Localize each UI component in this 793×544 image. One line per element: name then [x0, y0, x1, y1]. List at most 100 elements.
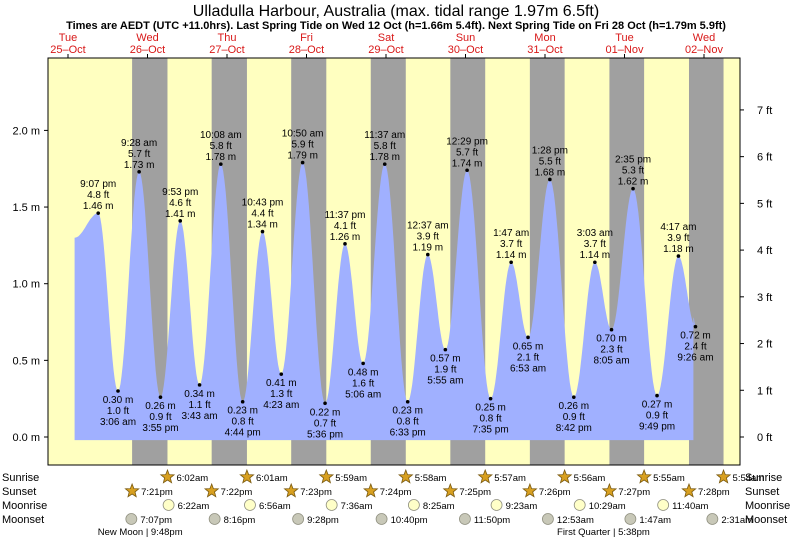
tide-point — [676, 254, 681, 258]
tide-point — [382, 162, 387, 166]
tide-ft-label: 4.6 ft — [169, 198, 191, 209]
tide-ft-label: 0.7 ft — [314, 418, 336, 429]
tide-m-label: 0.23 m — [227, 406, 258, 417]
tide-m-label: 0.26 m — [559, 401, 590, 412]
tide-time-label: 12:37 am — [407, 221, 449, 232]
tide-time-label: 2:35 pm — [615, 155, 651, 166]
event-time-label: 7:22pm — [221, 487, 253, 498]
tide-m-label: 0.48 m — [348, 367, 379, 378]
tide-time-label: 11:37 pm — [325, 210, 366, 221]
row-label-left: Sunset — [2, 486, 36, 498]
event-time-label: 6:56am — [259, 501, 291, 512]
event-time-label: 7:36am — [341, 501, 373, 512]
tide-time-label: 10:08 am — [200, 130, 242, 141]
tide-point — [465, 168, 469, 173]
tide-curve — [74, 162, 696, 441]
day-name-label: Wed — [693, 32, 715, 44]
sun-star-icon — [556, 468, 573, 484]
tide-time-label: 4:23 am — [263, 400, 299, 411]
sun-star-icon — [239, 468, 255, 484]
moon-phase-label: New Moon | 9:48pm — [98, 527, 183, 538]
sun-star-icon — [636, 468, 652, 484]
tide-time-label: 1:28 pm — [532, 145, 568, 156]
tide-time-label: 11:37 am — [364, 130, 405, 141]
event-time-label: 5:57am — [494, 473, 526, 484]
sun-star-icon — [715, 468, 732, 484]
tide-ft-label: 5.7 ft — [456, 147, 478, 158]
tide-m-label: 0.72 m — [680, 331, 711, 342]
moonrise-icon — [407, 499, 420, 511]
tide-m-label: 1.68 m — [535, 167, 566, 178]
day-name-label: Fri — [300, 32, 313, 44]
moonrise-icon — [657, 499, 670, 511]
tide-m-label: 1.26 m — [330, 232, 361, 243]
event-time-label: 7:27pm — [618, 487, 650, 498]
event-time-label: 6:22am — [178, 501, 210, 512]
tide-point — [219, 162, 223, 166]
tide-ft-label: 1.3 ft — [270, 389, 292, 400]
sun-moon-rows: Sunrise Sunrise 6:02am 6:01am 5:59am 5:58am 5:… — [2, 468, 790, 538]
tide-m-label: 1.78 m — [206, 152, 237, 163]
moon-phase-label: First Quarter | 5:38pm — [557, 527, 650, 538]
tide-m-label: 1.73 m — [124, 160, 155, 171]
tide-point — [96, 211, 101, 215]
night-band — [688, 58, 724, 465]
day-date-label: 27–Oct — [209, 44, 244, 56]
tide-m-label: 1.62 m — [618, 177, 649, 188]
tide-point — [361, 361, 365, 366]
tide-m-label: 0.26 m — [145, 401, 176, 412]
moonset-icon — [459, 513, 471, 525]
event-time-label: 1:47am — [639, 515, 671, 526]
tide-ft-label: 4.8 ft — [87, 190, 109, 201]
chart-title: Ulladulla Harbour, Australia (max. tidal… — [193, 3, 599, 20]
sun-star-icon — [522, 482, 538, 498]
tide-point — [426, 252, 430, 257]
tide-m-label: 1.74 m — [452, 158, 483, 169]
sun-star-icon — [601, 482, 618, 498]
tide-ft-label: 1.0 ft — [107, 406, 129, 417]
sun-star-icon — [124, 482, 140, 498]
sun-star-icon — [398, 468, 414, 484]
tide-ft-label: 5.5 ft — [539, 156, 561, 167]
event-time-label: 12:53am — [557, 515, 594, 526]
moonset-icon — [375, 513, 388, 525]
tide-ft-label: 0.9 ft — [646, 411, 668, 422]
tide-m-label: 1.78 m — [369, 152, 400, 163]
tide-point — [343, 242, 347, 246]
day-name-label: Wed — [136, 32, 158, 44]
moonset-icon — [624, 513, 637, 525]
sun-star-icon — [159, 468, 176, 484]
tide-labels: 9:07 pm4.8 ft1.46 m 0.30 m1.0 ft3:06 am 9:… — [80, 129, 713, 441]
tide-m-label: 0.65 m — [513, 341, 544, 352]
y-tick-label-m: 2.0 m — [12, 125, 40, 137]
tide-m-label: 1.41 m — [165, 209, 196, 220]
tide-time-label: 6:53 am — [510, 363, 546, 374]
tide-point — [655, 393, 659, 398]
tide-time-label: 9:28 am — [121, 138, 157, 149]
event-time-label: 5:56am — [574, 473, 606, 484]
moonrise-icon — [162, 499, 175, 511]
day-name-label: Thu — [218, 32, 237, 44]
tide-time-label: 7:35 pm — [473, 425, 509, 436]
day-date-label: 26–Oct — [130, 44, 165, 56]
tide-time-label: 4:44 pm — [225, 428, 261, 439]
sun-star-icon — [318, 468, 335, 484]
y-tick-label-ft: 3 ft — [757, 292, 772, 304]
tide-ft-label: 2.1 ft — [517, 352, 539, 363]
tide-point — [279, 372, 284, 376]
tide-ft-label: 2.3 ft — [600, 345, 622, 356]
tide-ft-label: 0.9 ft — [563, 412, 585, 423]
day-date-label: 28–Oct — [289, 44, 324, 56]
tide-time-label: 5:06 am — [345, 389, 381, 400]
event-time-label: 7:26pm — [539, 487, 571, 498]
event-time-label: 10:29am — [589, 501, 626, 512]
day-name-label: Sun — [456, 32, 476, 44]
tide-m-label: 1.14 m — [580, 250, 611, 261]
y-tick-label-m: 1.0 m — [12, 279, 40, 291]
tide-point — [137, 169, 141, 174]
event-time-label: 11:50pm — [474, 515, 510, 526]
moonset-icon — [706, 513, 719, 525]
y-tick-label-ft: 4 ft — [757, 245, 772, 257]
tide-time-label: 8:42 pm — [556, 423, 592, 434]
